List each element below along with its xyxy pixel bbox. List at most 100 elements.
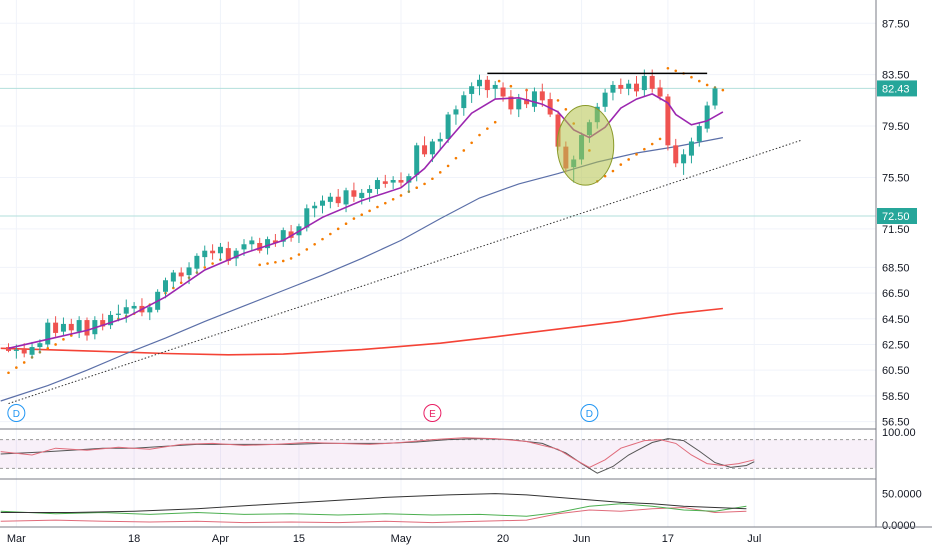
- psar-dot: [556, 99, 560, 102]
- candle-body: [288, 231, 294, 238]
- candle: [704, 101, 710, 133]
- candle-body: [131, 305, 137, 309]
- candle-body: [84, 320, 90, 336]
- psar-dot: [611, 169, 615, 173]
- psar-dot: [305, 248, 309, 251]
- candle: [688, 137, 694, 164]
- candle-body: [186, 267, 192, 276]
- time-tick-label: Mar: [7, 533, 26, 545]
- candle-body: [217, 246, 223, 254]
- candle-body: [265, 239, 271, 249]
- candle-body: [461, 95, 467, 109]
- psar-dot: [666, 66, 670, 70]
- candle-body: [484, 79, 490, 91]
- time-tick-label: 15: [293, 533, 305, 545]
- candle: [170, 269, 176, 288]
- psar-dot: [376, 205, 379, 209]
- event-marker: D: [7, 404, 26, 422]
- candle: [163, 277, 168, 299]
- candle: [312, 201, 318, 218]
- event-label: E: [429, 409, 436, 420]
- candle-body: [359, 192, 365, 199]
- psar-dot: [266, 262, 269, 265]
- time-axis[interactable]: Mar 18 Apr 15 May 20 Jun 17 Jul: [0, 526, 932, 545]
- candle-body: [249, 240, 255, 245]
- candle-body: [194, 255, 200, 269]
- candle-body: [327, 196, 333, 202]
- candle-body: [13, 349, 19, 351]
- candle-body: [6, 347, 11, 351]
- candle: [21, 343, 27, 358]
- candle: [296, 223, 302, 243]
- candle-body: [202, 250, 208, 258]
- candle: [681, 149, 687, 175]
- psar-dot: [650, 142, 654, 146]
- candle-body: [45, 322, 51, 345]
- candle: [634, 75, 639, 97]
- candle-body: [437, 138, 443, 142]
- candle: [524, 88, 530, 109]
- candle: [547, 92, 553, 118]
- candle-body: [21, 349, 27, 354]
- candle: [29, 341, 35, 359]
- highlight-shape: [556, 105, 615, 186]
- candle-body: [76, 320, 82, 332]
- candle-body: [414, 145, 420, 175]
- candle-body: [100, 320, 106, 327]
- time-tick-label: May: [391, 533, 412, 545]
- candle-body: [665, 96, 671, 146]
- candle: [673, 138, 679, 168]
- candle-body: [406, 176, 412, 183]
- candle: [53, 316, 59, 337]
- candle-body: [225, 248, 231, 261]
- psar-dot: [438, 171, 442, 174]
- candle-body: [272, 240, 278, 243]
- psar-dot: [211, 262, 214, 265]
- psar-dot: [352, 217, 356, 220]
- candle-body: [29, 347, 35, 355]
- candle: [484, 75, 490, 98]
- time-tick-label: Apr: [212, 533, 229, 545]
- candle: [657, 79, 663, 101]
- candle: [280, 227, 286, 247]
- rsi-band: [0, 439, 876, 469]
- time-tick-label: 17: [662, 533, 674, 545]
- price-tick-label: 56.50: [882, 417, 910, 429]
- candle: [123, 299, 129, 323]
- candle: [68, 318, 74, 335]
- candle-body: [445, 114, 451, 139]
- candle-body: [555, 114, 561, 147]
- candle-body: [626, 83, 632, 89]
- candle: [453, 105, 459, 125]
- candle: [45, 318, 51, 348]
- psar-dot: [399, 194, 403, 197]
- candle-body: [547, 99, 553, 115]
- psar-dot: [619, 163, 623, 166]
- candle: [422, 136, 428, 157]
- psar-dot: [368, 209, 371, 213]
- psar-dot: [705, 83, 709, 87]
- price-tick-label: 58.50: [882, 391, 910, 403]
- psar-dot: [698, 79, 701, 83]
- psar-dot: [274, 260, 277, 264]
- candle: [108, 311, 114, 330]
- psar-dot: [627, 158, 630, 161]
- candle: [225, 241, 231, 265]
- candle-body: [524, 99, 530, 105]
- psar-dot: [54, 343, 57, 346]
- price-tick-label: 75.50: [882, 172, 910, 184]
- psar-dot: [431, 177, 434, 181]
- event-label: D: [13, 409, 20, 420]
- candle-body: [37, 343, 43, 348]
- candle: [359, 189, 365, 205]
- candle: [696, 122, 702, 147]
- psar-dot: [509, 84, 513, 88]
- psar-dot: [313, 242, 316, 246]
- candle: [492, 81, 498, 100]
- price-axis[interactable]: 87.50 83.50 79.50 75.50 71.50 68.50 66.50 64.50…: [875, 0, 922, 532]
- candle: [712, 86, 718, 110]
- highlight-ellipse: [556, 105, 615, 186]
- candle: [382, 174, 388, 188]
- last-price-label: 82.43: [882, 83, 910, 95]
